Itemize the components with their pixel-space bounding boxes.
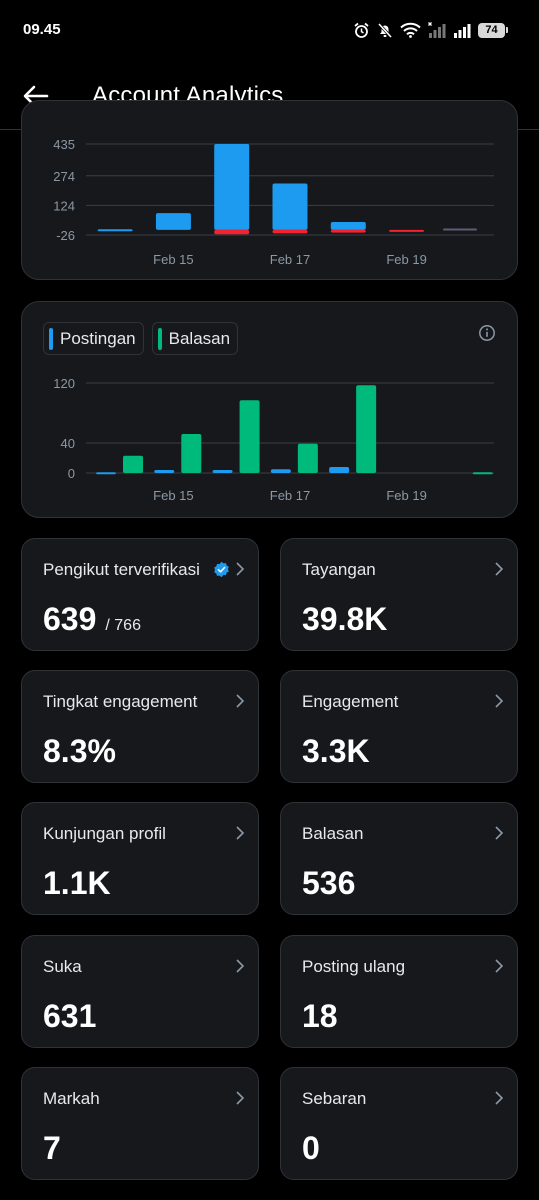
metric-value: 7 [43,1130,61,1166]
chevron-right-icon [236,562,245,576]
signal-icon-sim2 [454,24,471,38]
chart-bar [297,443,318,473]
chart-bar [270,469,291,473]
metric-value: 18 [302,998,338,1034]
chevron-right-icon [495,959,504,973]
impressions-chart-card: 435 274 124 -26 Feb 15 Feb 17 Feb 19 [21,100,518,280]
status-icons: 74 [353,20,508,40]
battery-level: 74 [485,24,498,36]
legend-postingan[interactable]: Postingan [43,322,144,355]
chevron-right-icon [236,1091,245,1105]
chart-bar [329,467,350,473]
chevron-right-icon [495,1091,504,1105]
legend-swatch-balasan [157,327,162,350]
x-tick-label: Feb 17 [270,488,310,503]
metric-card-engagement-rate[interactable]: Tingkat engagement 8.3% [21,670,259,783]
status-time: 09.45 [23,21,61,38]
metric-card-replies[interactable]: Balasan 536 [280,802,518,915]
metric-label: Posting ulang [302,957,406,976]
metric-label: Balasan [302,824,364,843]
metric-label: Tayangan [302,560,376,579]
metric-value: 0 [302,1130,320,1166]
top-bar-chart: 435 274 124 -26 Feb 15 Feb 17 Feb 19 [53,137,494,267]
metric-label: Engagement [302,692,399,711]
metric-value: 631 [43,998,97,1034]
legend-label-balasan: Balasan [168,328,231,348]
info-icon[interactable] [478,324,496,342]
y-tick-label: 0 [68,466,75,481]
metric-label: Pengikut terverifikasi [43,560,200,579]
chart-bar [330,221,366,230]
chevron-right-icon [495,562,504,576]
chart-bar [272,229,308,234]
mute-notifications-icon [377,22,393,38]
legend-swatch-postingan [49,327,53,350]
y-tick-label: 124 [53,198,75,213]
chart-bar [155,213,191,230]
metric-card-verified-followers[interactable]: Pengikut terverifikasi 639 / 766 [21,538,259,651]
x-tick-label: Feb 17 [270,252,310,267]
chart-bar [154,470,175,473]
metric-label: Kunjungan profil [43,824,166,843]
bottom-bar-chart: 120 40 0 Feb 15 Feb 17 Feb 19 [53,376,494,503]
metric-value: 39.8K [302,601,388,637]
status-bar: 09.45 [0,0,539,62]
signal-icon-sim1 [428,22,446,38]
y-tick-label: -26 [56,228,75,243]
x-tick-label: Feb 15 [153,252,193,267]
metric-card-bookmarks[interactable]: Markah 7 [21,1067,259,1180]
metric-value: 3.3K [302,733,370,769]
metric-value-number: 639 [43,601,97,637]
metric-value: 8.3% [43,733,116,769]
metric-card-profile-visits[interactable]: Kunjungan profil 1.1K [21,802,259,915]
metric-value: 1.1K [43,865,111,901]
chart-bar [96,472,116,475]
chevron-right-icon [236,826,245,840]
chevron-right-icon [236,959,245,973]
x-tick-label: Feb 15 [153,488,193,503]
y-tick-label: 40 [61,436,75,451]
y-tick-label: 435 [53,137,75,152]
metric-label: Suka [43,957,82,976]
chart-bar [97,229,133,232]
metric-card-impressions[interactable]: Tayangan 39.8K [280,538,518,651]
chart-bar [389,229,425,232]
legend-label-postingan: Postingan [60,328,136,348]
metric-card-engagement[interactable]: Engagement 3.3K [280,670,518,783]
chart-bar [356,385,377,473]
metric-card-shares[interactable]: Sebaran 0 [280,1067,518,1180]
chevron-right-icon [236,694,245,708]
metric-label: Tingkat engagement [43,692,198,711]
chevron-right-icon [495,694,504,708]
alarm-icon [354,22,369,38]
metric-value: 639 / 766 [43,601,141,638]
metric-value: 536 [302,865,356,901]
chart-bar [472,472,493,475]
battery-indicator: 74 [478,22,508,38]
chart-bar [214,229,250,235]
chevron-right-icon [495,826,504,840]
chart-bar [212,470,233,473]
chart-bar [272,183,308,230]
x-tick-label: Feb 19 [386,252,426,267]
metric-label: Sebaran [302,1089,367,1108]
chart-bar [239,400,260,473]
metric-value-total: / 766 [105,617,141,634]
chart-bar [330,229,366,233]
x-tick-label: Feb 19 [386,488,426,503]
chart-bar [443,228,477,231]
chart-legend: Postingan Balasan [43,322,239,355]
y-tick-label: 274 [53,169,75,184]
legend-balasan[interactable]: Balasan [151,322,239,355]
metric-label: Markah [43,1089,100,1108]
wifi-icon [400,22,421,38]
chart-bar [123,455,143,473]
metric-card-likes[interactable]: Suka 631 [21,935,259,1048]
y-tick-label: 120 [53,376,75,391]
metric-card-reposts[interactable]: Posting ulang 18 [280,935,518,1048]
chart-bar [181,434,202,473]
posts-replies-chart-card: Postingan Balasan 120 40 0 Feb 15 Feb 17 Feb … [21,301,518,518]
verified-badge-icon [214,561,229,578]
chart-bar [214,144,250,230]
